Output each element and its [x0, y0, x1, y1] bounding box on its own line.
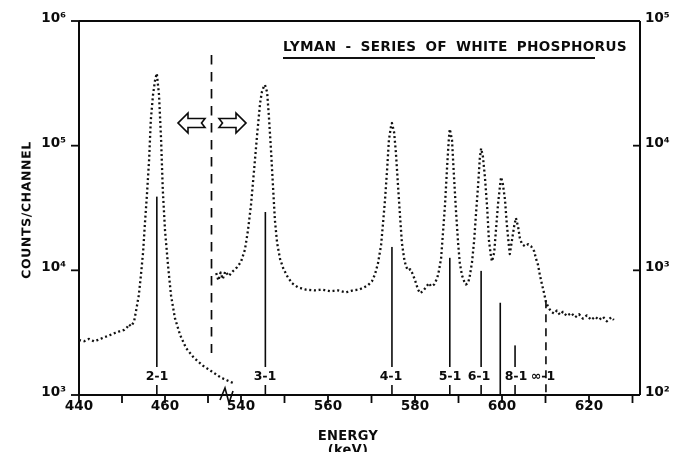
chart-title: LYMAN - SERIES OF WHITE PHOSPHORUS	[283, 40, 627, 60]
spectrum-curve-right-section	[215, 83, 615, 323]
peak-label-3-1: 3-1	[253, 368, 277, 383]
y-left-tick-label-1e5: 10⁵	[41, 135, 66, 151]
y-left-tick-label-1e4: 10⁴	[41, 259, 66, 275]
x-tick-label-580: 580	[400, 398, 430, 414]
y-right-tick-label-1e5: 10⁵	[645, 10, 670, 26]
peak-label-8-1: 8-1	[504, 368, 528, 383]
y-right-tick-label-1e4: 10⁴	[645, 135, 670, 151]
y-left-tick-label-1e3: 10³	[41, 384, 66, 400]
axis-frame	[78, 20, 641, 396]
x-axis-title: ENERGY (keV)	[317, 429, 379, 452]
x-tick-label-600: 600	[487, 398, 517, 414]
axis-break-mark	[219, 385, 234, 406]
data-curves	[78, 72, 615, 384]
x-tick-label-460: 460	[150, 398, 180, 414]
peak-label-inf-1: ∞-1	[530, 368, 556, 383]
y-right-tick-label-1e2: 10²	[645, 384, 670, 400]
peak-label-4-1: 4-1	[379, 368, 403, 383]
scale-left-arrow-icon	[176, 111, 207, 135]
peak-label-5-1: 5-1	[438, 368, 462, 383]
axis-ticks	[71, 20, 640, 403]
y-right-tick-label-1e3: 10³	[645, 259, 670, 275]
peak-marker-lines	[156, 196, 547, 395]
y-left-tick-label-1e6: 10⁶	[41, 10, 66, 26]
peak-label-6-1: 6-1	[467, 368, 491, 383]
peak-label-2-1: 2-1	[145, 368, 169, 383]
x-tick-label-440: 440	[64, 398, 94, 414]
x-tick-label-560: 560	[313, 398, 343, 414]
y-axis-title: COUNTS/CHANNEL	[18, 141, 34, 279]
x-tick-label-540: 540	[226, 398, 256, 414]
x-tick-label-620: 620	[574, 398, 604, 414]
scale-right-arrow-icon	[217, 111, 248, 135]
spectrum-curve-left-section	[78, 72, 234, 384]
